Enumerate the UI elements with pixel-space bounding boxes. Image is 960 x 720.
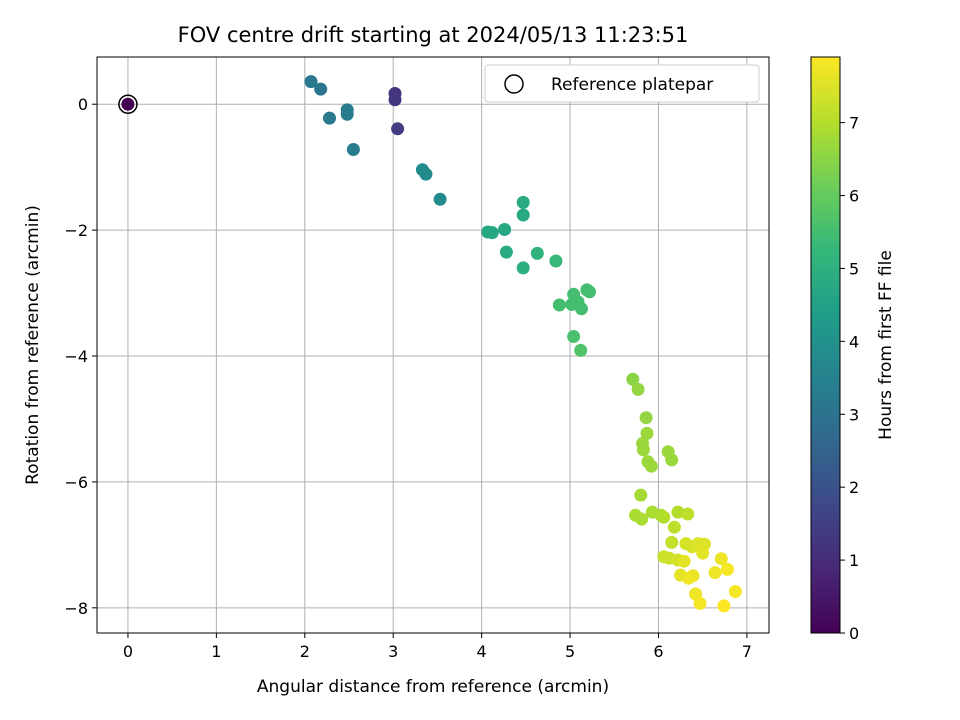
colorbar-tick-label: 7 (849, 114, 859, 133)
data-point (626, 372, 640, 386)
colorbar-tick-label: 4 (849, 332, 859, 351)
data-point (516, 208, 530, 222)
data-point (671, 505, 685, 519)
data-point (388, 93, 402, 107)
data-point (657, 510, 671, 524)
colorbar-tick-label: 5 (849, 259, 859, 278)
colorbar-gradient (810, 56, 841, 634)
legend-label: Reference platepar (551, 75, 713, 95)
data-point (574, 343, 588, 357)
data-point (314, 82, 328, 96)
data-point (419, 167, 433, 181)
legend: Reference platepar (484, 64, 760, 103)
x-tick-label: 1 (211, 642, 221, 661)
data-point (636, 443, 650, 457)
data-point (634, 488, 648, 502)
data-point (631, 382, 645, 396)
data-point (121, 97, 135, 111)
data-point (567, 330, 581, 343)
data-point (639, 411, 653, 425)
grid (97, 57, 769, 633)
y-tick-label: −4 (64, 347, 88, 366)
data-point (552, 298, 566, 312)
data-point (677, 554, 691, 568)
data-point (549, 254, 563, 268)
data-point (714, 552, 728, 566)
colorbar: 0 1 2 3 4 5 6 7 Hours from first FF file (810, 56, 896, 643)
colorbar-ticks: 0 1 2 3 4 5 6 7 (840, 114, 859, 643)
data-point (340, 107, 354, 121)
x-tick-label: 5 (565, 642, 575, 661)
colorbar-label: Hours from first FF file (876, 250, 896, 440)
data-point (708, 566, 722, 580)
y-tick-label: −8 (64, 599, 88, 618)
y-tick-label: 0 (78, 95, 88, 114)
data-point (665, 453, 679, 467)
legend-marker-icon (504, 74, 524, 94)
data-point (485, 226, 499, 240)
colorbar-tick-label: 6 (849, 187, 859, 206)
reference-marker (118, 94, 138, 114)
colorbar-tick-label: 1 (849, 551, 859, 570)
data-point (323, 111, 336, 125)
data-point (665, 535, 679, 549)
x-tick-label: 3 (388, 642, 398, 661)
data-point (498, 223, 512, 236)
data-point (728, 585, 742, 598)
data-point (640, 426, 654, 440)
data-point (391, 122, 405, 136)
data-point (681, 507, 695, 521)
data-point (516, 195, 530, 209)
data-point (693, 596, 707, 610)
data-point (304, 75, 318, 89)
data-point (433, 192, 447, 206)
colorbar-tick-label: 3 (849, 405, 859, 424)
y-axis: 0 −2 −4 −6 −8 (64, 95, 97, 618)
x-axis-label: Angular distance from reference (arcmin) (257, 677, 609, 697)
data-point (499, 245, 513, 259)
plot-frame (96, 56, 770, 634)
data-point (696, 546, 710, 560)
data-points (118, 75, 742, 613)
data-point (530, 246, 544, 260)
data-point (516, 261, 530, 275)
colorbar-tick-label: 2 (849, 478, 859, 497)
data-point (583, 285, 596, 299)
x-tick-label: 4 (477, 642, 487, 661)
x-axis: 0 1 2 3 4 5 6 7 (123, 633, 752, 661)
data-point (686, 569, 700, 583)
y-tick-label: −2 (64, 221, 88, 240)
x-tick-label: 0 (123, 642, 133, 661)
data-point (346, 143, 360, 156)
x-tick-label: 2 (300, 642, 310, 661)
x-tick-label: 7 (742, 642, 752, 661)
legend-box (484, 64, 760, 103)
chart-title: FOV centre drift starting at 2024/05/13 … (178, 23, 689, 47)
y-tick-label: −6 (64, 473, 88, 492)
data-point (720, 562, 734, 576)
data-point (717, 599, 731, 613)
colorbar-tick-label: 0 (849, 624, 859, 643)
data-point (667, 520, 681, 534)
data-point (575, 302, 588, 316)
data-point (635, 512, 649, 526)
data-point (641, 455, 655, 469)
x-tick-label: 6 (653, 642, 663, 661)
y-axis-label: Rotation from reference (arcmin) (23, 205, 43, 485)
